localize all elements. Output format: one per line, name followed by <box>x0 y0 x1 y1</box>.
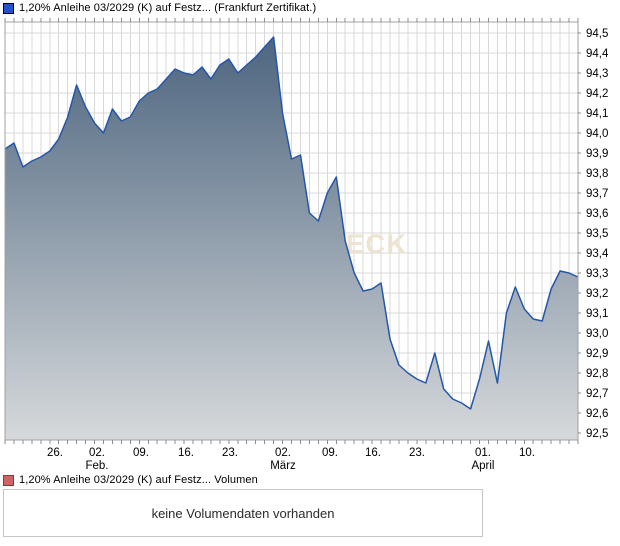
watermark-text: ECK <box>346 229 408 259</box>
x-axis-label: 23. <box>222 447 238 459</box>
no-volume-message: keine Volumendaten vorhanden <box>151 505 335 521</box>
y-axis-label: 92,8 <box>586 368 608 380</box>
price-legend: 1,20% Anleihe 03/2029 (K) auf Festz... (… <box>3 2 316 14</box>
y-axis-label: 92,5 <box>586 428 608 440</box>
y-axis: 94,5 94,4 94,3 94,2 94,1 94,0 93,9 93,8 93,7 93,6… <box>586 28 609 440</box>
x-axis-label: 26. <box>47 447 63 459</box>
y-axis-label: 93,1 <box>586 308 608 320</box>
y-axis-label: 93,4 <box>586 248 609 260</box>
price-area <box>5 37 578 440</box>
y-axis-label: 94,1 <box>586 108 608 120</box>
y-axis-label: 93,0 <box>586 328 608 340</box>
x-axis-month-label: März <box>270 460 296 472</box>
price-line <box>4 36 579 410</box>
y-axis-label: 92,7 <box>586 388 608 400</box>
price-series-label: 1,20% Anleihe 03/2029 (K) auf Festz... (… <box>19 2 317 14</box>
x-axis-label: 16. <box>365 447 381 459</box>
volume-legend: 1,20% Anleihe 03/2029 (K) auf Festz... V… <box>3 474 258 486</box>
price-series-marker <box>3 2 14 14</box>
x-axis-label: 09. <box>322 447 338 459</box>
volume-panel: keine Volumendaten vorhanden <box>3 489 483 537</box>
y-axis-label: 92,6 <box>586 408 608 420</box>
volume-series-label: 1,20% Anleihe 03/2029 (K) auf Festz... V… <box>19 474 258 486</box>
y-axis-label: 92,9 <box>586 348 608 360</box>
x-axis-label: 02. <box>89 447 105 459</box>
axis-ticks <box>4 18 581 444</box>
y-axis-label: 93,8 <box>586 168 608 180</box>
y-axis-label: 94,0 <box>586 128 608 140</box>
y-axis-label: 93,7 <box>586 188 608 200</box>
y-axis-label: 94,4 <box>586 48 609 60</box>
y-axis-label: 94,3 <box>586 68 608 80</box>
y-axis-label: 93,5 <box>586 228 608 240</box>
volume-series-marker <box>3 474 14 486</box>
x-axis-label: 10. <box>519 447 535 459</box>
y-axis-label: 93,3 <box>586 268 608 280</box>
x-axis-month-label: Feb. <box>85 460 108 472</box>
y-axis-label: 94,2 <box>586 88 608 100</box>
x-axis-month-label: April <box>471 460 494 472</box>
y-axis-label: 93,9 <box>586 148 608 160</box>
y-axis-label: 94,5 <box>586 28 608 40</box>
x-axis-label: 02. <box>275 447 291 459</box>
price-chart: ECK94,594,494,394,294,194,093,993,893,79… <box>4 18 609 472</box>
x-axis-label: 23. <box>409 447 425 459</box>
x-axis-label: 16. <box>178 447 194 459</box>
x-axis-label: 09. <box>133 447 149 459</box>
y-axis-label: 93,2 <box>586 288 608 300</box>
x-axis-label: 01. <box>475 447 491 459</box>
y-axis-label: 93,6 <box>586 208 608 220</box>
